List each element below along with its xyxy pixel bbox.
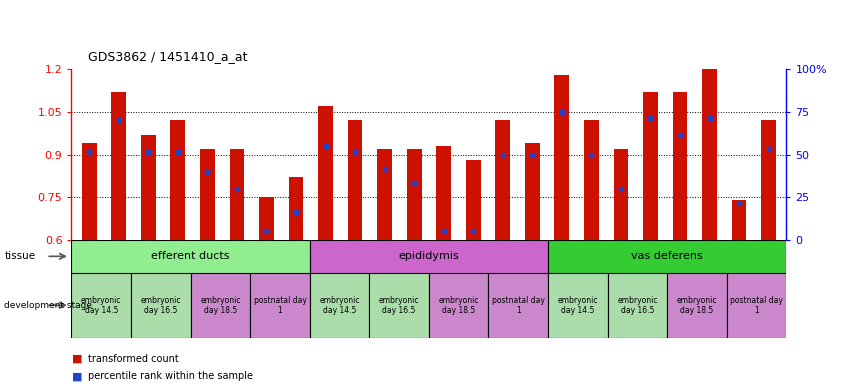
Bar xyxy=(259,197,274,240)
Bar xyxy=(727,273,786,338)
Bar xyxy=(111,92,126,240)
Bar xyxy=(495,121,510,240)
Text: postnatal day
1: postnatal day 1 xyxy=(492,296,545,315)
Text: transformed count: transformed count xyxy=(88,354,179,364)
Text: embryonic
day 18.5: embryonic day 18.5 xyxy=(438,296,479,315)
Bar xyxy=(200,149,214,240)
Bar xyxy=(732,200,747,240)
Text: embryonic
day 18.5: embryonic day 18.5 xyxy=(677,296,717,315)
Bar xyxy=(548,240,786,273)
Text: embryonic
day 16.5: embryonic day 16.5 xyxy=(140,296,181,315)
Bar xyxy=(548,273,607,338)
Bar xyxy=(554,75,569,240)
Bar xyxy=(171,121,185,240)
Bar xyxy=(230,149,244,240)
Bar xyxy=(436,146,451,240)
Bar xyxy=(309,240,548,273)
Bar xyxy=(466,160,480,240)
Bar xyxy=(489,273,548,338)
Text: embryonic
day 14.5: embryonic day 14.5 xyxy=(320,296,360,315)
Bar xyxy=(347,121,362,240)
Text: embryonic
day 14.5: embryonic day 14.5 xyxy=(81,296,121,315)
Bar xyxy=(309,273,369,338)
Bar xyxy=(191,273,251,338)
Text: embryonic
day 18.5: embryonic day 18.5 xyxy=(200,296,241,315)
Text: embryonic
day 16.5: embryonic day 16.5 xyxy=(379,296,420,315)
Text: postnatal day
1: postnatal day 1 xyxy=(253,296,306,315)
Bar xyxy=(369,273,429,338)
Bar xyxy=(378,149,392,240)
Bar xyxy=(702,69,717,240)
Text: GDS3862 / 1451410_a_at: GDS3862 / 1451410_a_at xyxy=(88,50,248,63)
Bar xyxy=(251,273,309,338)
Bar xyxy=(82,143,97,240)
Text: percentile rank within the sample: percentile rank within the sample xyxy=(88,371,253,381)
Text: tissue: tissue xyxy=(4,251,35,262)
Bar xyxy=(407,149,421,240)
Text: ■: ■ xyxy=(71,354,82,364)
Bar xyxy=(71,240,309,273)
Bar xyxy=(607,273,667,338)
Text: embryonic
day 14.5: embryonic day 14.5 xyxy=(558,296,598,315)
Bar xyxy=(584,121,599,240)
Text: efferent ducts: efferent ducts xyxy=(151,251,230,262)
Bar xyxy=(131,273,191,338)
Bar xyxy=(673,92,687,240)
Text: development stage: development stage xyxy=(4,301,93,310)
Bar xyxy=(761,121,776,240)
Bar xyxy=(71,273,131,338)
Bar xyxy=(288,177,304,240)
Bar xyxy=(525,143,540,240)
Bar xyxy=(318,106,333,240)
Bar xyxy=(429,273,489,338)
Text: ■: ■ xyxy=(71,371,82,381)
Bar xyxy=(141,135,156,240)
Bar xyxy=(667,273,727,338)
Text: epididymis: epididymis xyxy=(399,251,459,262)
Bar xyxy=(614,149,628,240)
Text: embryonic
day 16.5: embryonic day 16.5 xyxy=(617,296,658,315)
Text: postnatal day
1: postnatal day 1 xyxy=(730,296,783,315)
Text: vas deferens: vas deferens xyxy=(632,251,703,262)
Bar xyxy=(643,92,658,240)
